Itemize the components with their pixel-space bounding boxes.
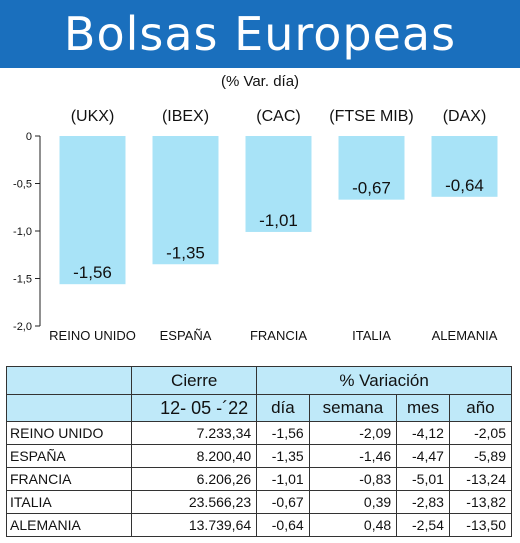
row-semana: 0,39 (308, 490, 398, 514)
row-ano: -13,82 (448, 490, 513, 514)
bar-3 (338, 136, 405, 200)
quotes-table: Cierre % Variación 12- 05 -´22 día seman… (5, 366, 513, 537)
y-tick-label: -2,0 (13, 321, 32, 333)
bar-1 (152, 136, 219, 265)
header-col-mes: mes (396, 394, 450, 422)
row-mes: -2,54 (396, 513, 450, 537)
category-label: ITALIA (352, 328, 391, 343)
row-ano: -2,05 (448, 421, 513, 445)
row-dia: -1,01 (256, 467, 310, 491)
table-row: ITALIA 23.566,23 -0,67 0,39 -2,83 -13,82 (5, 490, 513, 514)
header-col-semana: semana (308, 394, 398, 422)
header-col-dia: día (256, 394, 310, 422)
index-label: (IBEX) (162, 108, 209, 125)
header-date: 12- 05 -´22 (131, 394, 258, 422)
table-header-row-2: 12- 05 -´22 día semana mes año (5, 394, 513, 422)
table-row: ALEMANIA 13.739,64 -0,64 0,48 -2,54 -13,… (5, 513, 513, 537)
header-col-ano: año (448, 394, 513, 422)
row-mes: -2,83 (396, 490, 450, 514)
row-ano: -13,24 (448, 467, 513, 491)
row-semana: -1,46 (308, 444, 398, 468)
bar-chart: 0 -0,5 -1,0 -1,5 -2,0 (UKX) -1,56 REINO UNIDO (I… (13, 108, 498, 343)
header-empty-cell (5, 394, 133, 422)
row-dia: -0,67 (256, 490, 310, 514)
y-tick-label: -1,5 (13, 274, 32, 286)
header-empty-cell (5, 366, 133, 395)
row-semana: -0,83 (308, 467, 398, 491)
data-label: -1,56 (73, 263, 112, 282)
y-tick-label: -1,0 (13, 226, 32, 238)
category-label: FRANCIA (250, 328, 307, 343)
bar-2 (245, 136, 312, 232)
index-label: (UKX) (71, 108, 115, 125)
table-row: REINO UNIDO 7.233,34 -1,56 -2,09 -4,12 -… (5, 421, 513, 445)
row-cierre: 7.233,34 (131, 421, 258, 445)
row-mes: -4,12 (396, 421, 450, 445)
bar-0 (59, 136, 126, 285)
index-label: (CAC) (256, 108, 300, 125)
row-mes: -5,01 (396, 467, 450, 491)
page-title: Bolsas Europeas (63, 7, 457, 61)
category-label: ALEMANIA (432, 328, 498, 343)
row-name: ESPAÑA (5, 444, 133, 468)
row-dia: -0,64 (256, 513, 310, 537)
header-variacion: % Variación (256, 366, 512, 395)
row-mes: -4,47 (396, 444, 450, 468)
table-header-row-1: Cierre % Variación (5, 366, 512, 395)
y-tick-label: -0,5 (13, 179, 32, 191)
data-label: -0,64 (445, 176, 484, 195)
index-label: (DAX) (443, 108, 487, 125)
title-banner: Bolsas Europeas (0, 0, 520, 68)
y-tick-label: 0 (26, 131, 32, 143)
row-cierre: 8.200,40 (131, 444, 258, 468)
table-row: FRANCIA 6.206,26 -1,01 -0,83 -5,01 -13,2… (5, 467, 513, 491)
row-name: ALEMANIA (5, 513, 133, 537)
row-dia: -1,35 (256, 444, 310, 468)
row-semana: -2,09 (308, 421, 398, 445)
row-cierre: 13.739,64 (131, 513, 258, 537)
row-cierre: 23.566,23 (131, 490, 258, 514)
chart-subtitle: (% Var. día) (220, 73, 300, 90)
row-name: REINO UNIDO (5, 421, 133, 445)
row-ano: -13,50 (448, 513, 513, 537)
data-label: -1,35 (166, 243, 205, 262)
category-label: ESPAÑA (160, 328, 212, 343)
header-cierre: Cierre (131, 366, 258, 395)
row-dia: -1,56 (256, 421, 310, 445)
row-ano: -5,89 (448, 444, 513, 468)
row-semana: 0,48 (308, 513, 398, 537)
index-label: (FTSE MIB) (329, 108, 413, 125)
row-name: ITALIA (5, 490, 133, 514)
row-name: FRANCIA (5, 467, 133, 491)
data-label: -0,67 (352, 179, 391, 198)
bar-4 (431, 136, 498, 197)
table-row: ESPAÑA 8.200,40 -1,35 -1,46 -4,47 -5,89 (5, 444, 513, 468)
category-label: REINO UNIDO (49, 328, 136, 343)
row-cierre: 6.206,26 (131, 467, 258, 491)
data-label: -1,01 (259, 211, 298, 230)
